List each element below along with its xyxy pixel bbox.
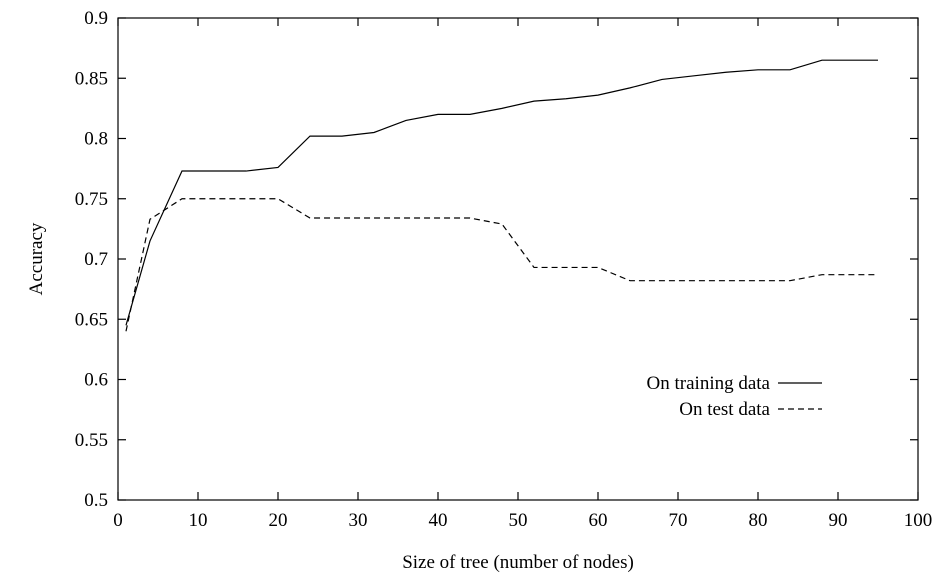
x-tick-label: 90	[829, 510, 848, 531]
x-tick-label: 70	[669, 510, 688, 531]
legend: On training data On test data	[647, 373, 822, 420]
series	[125, 59, 878, 332]
ticks: 0 10 20 30 40 50 60 70 80 90 100 0.5 0.55 0.6 0.65 0.7 0…	[75, 8, 933, 531]
y-tick-label: 0.8	[84, 129, 108, 150]
y-tick-label: 0.6	[84, 370, 108, 391]
x-tick-label: 40	[429, 510, 448, 531]
plot-frame	[117, 17, 919, 501]
axes	[117, 17, 919, 501]
y-tick-label: 0.5	[84, 490, 108, 511]
series-line-1	[125, 59, 878, 326]
x-tick-label: 20	[269, 510, 288, 531]
x-tick-label: 60	[589, 510, 608, 531]
y-axis-label: Accuracy	[26, 222, 47, 295]
y-tick-label: 0.65	[75, 309, 108, 330]
x-axis-label: Size of tree (number of nodes)	[402, 552, 634, 573]
x-tick-label: 0	[113, 510, 123, 531]
y-tick-label: 0.55	[75, 430, 108, 451]
y-tick-label: 0.85	[75, 68, 108, 89]
series-line-2	[125, 198, 878, 332]
y-tick-label: 0.7	[84, 249, 108, 270]
legend-label-1: On training data	[647, 373, 771, 394]
x-tick-label: 80	[749, 510, 768, 531]
x-tick-label: 50	[509, 510, 528, 531]
x-tick-label: 10	[189, 510, 208, 531]
x-tick-label: 100	[904, 510, 933, 531]
x-tick-label: 30	[349, 510, 368, 531]
legend-label-2: On test data	[679, 399, 770, 420]
y-tick-label: 0.75	[75, 189, 108, 210]
y-tick-label: 0.9	[84, 8, 108, 29]
